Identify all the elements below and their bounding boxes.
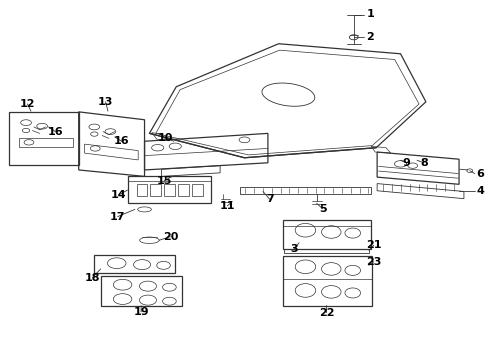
Text: 6: 6 (475, 169, 483, 179)
Text: 3: 3 (290, 244, 298, 254)
Text: 13: 13 (98, 97, 113, 107)
Text: 23: 23 (366, 257, 381, 267)
Text: 17: 17 (110, 212, 125, 221)
Text: 9: 9 (402, 158, 409, 168)
Text: 7: 7 (265, 194, 273, 204)
Text: 16: 16 (114, 136, 129, 146)
Text: 11: 11 (219, 201, 235, 211)
Text: 18: 18 (84, 273, 100, 283)
Text: 22: 22 (318, 308, 333, 318)
Text: 2: 2 (366, 32, 373, 42)
Text: 16: 16 (47, 127, 63, 136)
Text: 8: 8 (419, 158, 427, 168)
Text: 10: 10 (158, 133, 173, 143)
Text: 14: 14 (111, 190, 126, 200)
Text: 19: 19 (133, 307, 149, 317)
Text: 1: 1 (366, 9, 373, 19)
Text: 15: 15 (156, 176, 171, 186)
Text: 5: 5 (318, 204, 325, 214)
Text: 4: 4 (475, 186, 483, 197)
Text: 20: 20 (163, 232, 178, 242)
Text: 12: 12 (20, 99, 35, 109)
Text: 21: 21 (365, 240, 381, 250)
